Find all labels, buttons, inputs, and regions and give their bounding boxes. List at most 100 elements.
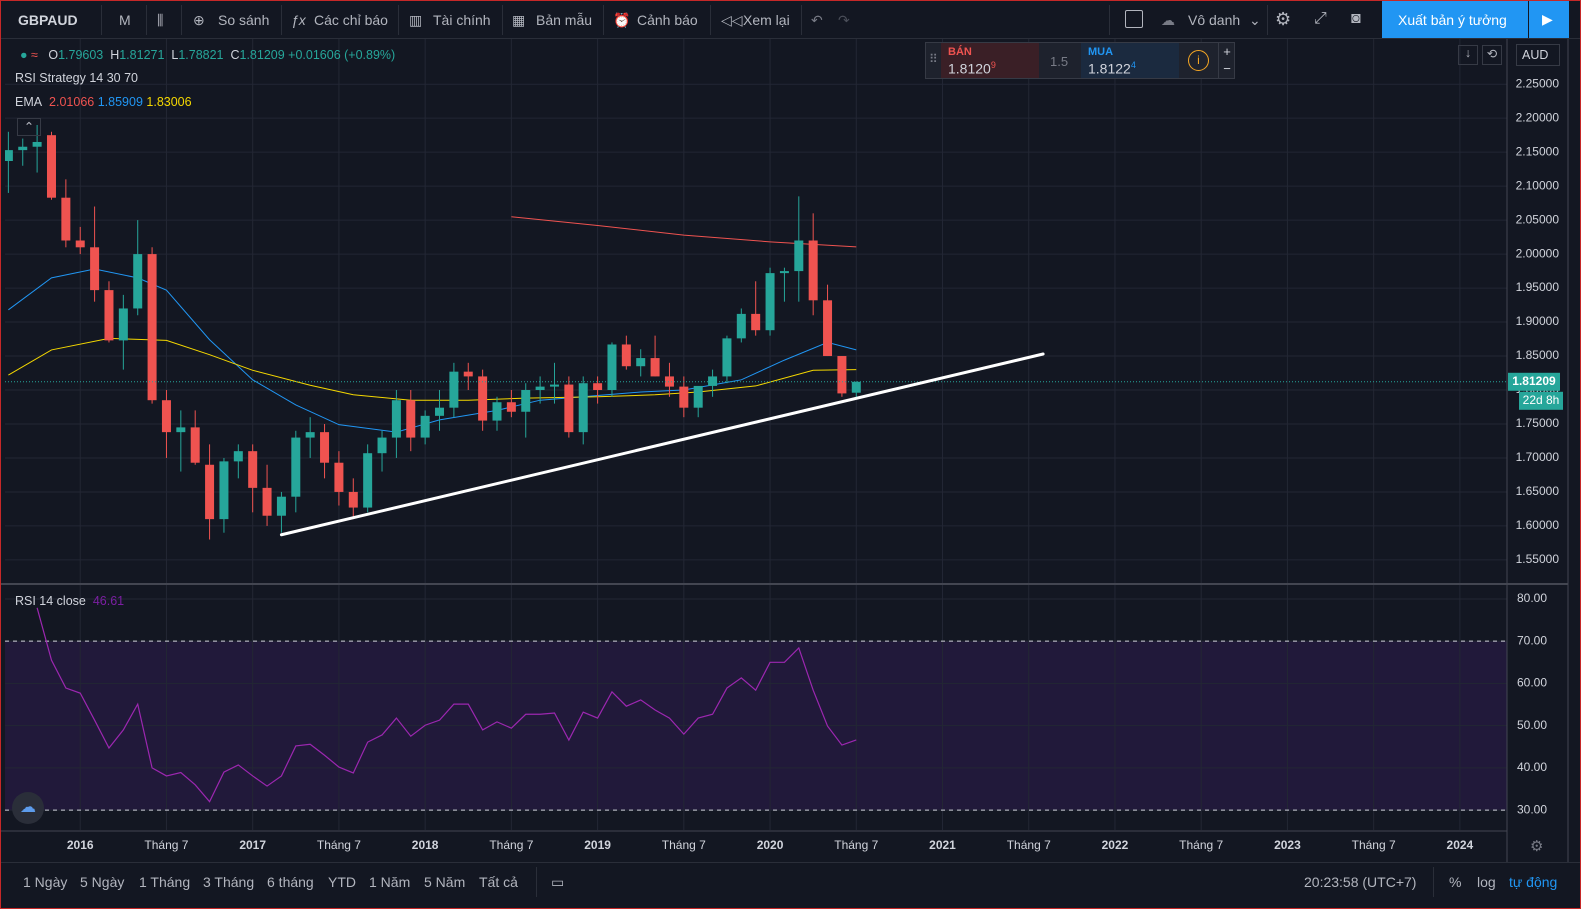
candle-body (32, 141, 42, 147)
indicator-icon[interactable]: ƒx (291, 12, 306, 28)
range[interactable]: YTD (328, 874, 356, 890)
clock: 20:23:58 (UTC+7) (1304, 874, 1417, 890)
candle-body (808, 240, 818, 301)
quantity-stepper[interactable]: + − (1218, 43, 1235, 78)
toolbar-item[interactable]: Tài chính (433, 12, 491, 28)
candle-body (406, 400, 416, 438)
candle-body (823, 300, 833, 357)
status-dot: ● (20, 48, 32, 62)
stream-button[interactable]: ▶ (1529, 1, 1569, 38)
y-tick-label: 30.00 (1517, 802, 1547, 816)
candle-body (722, 338, 732, 377)
scroll-button[interactable]: ↓ (1458, 45, 1478, 65)
range[interactable]: 1 Tháng (139, 874, 191, 890)
y-tick-label: 2.25000 (1516, 76, 1560, 90)
info-icon[interactable]: i (1188, 50, 1209, 71)
range[interactable]: 1 Năm (369, 874, 411, 890)
buy-button[interactable]: MUA 1.81224 (1081, 43, 1179, 78)
auto-toggle[interactable]: tự động (1509, 874, 1558, 890)
y-tick-label: 1.70000 (1516, 450, 1560, 464)
range[interactable]: 6 tháng (267, 874, 314, 890)
drag-handle[interactable]: ⠿ (929, 52, 938, 66)
candle-body (334, 462, 344, 492)
redo[interactable]: ↷ (838, 12, 850, 28)
range[interactable]: 3 Tháng (203, 874, 255, 890)
candle-body (435, 407, 445, 416)
toolbar-item[interactable]: Bản mẫu (536, 12, 593, 28)
toolbar-item[interactable]: Xem lại (743, 12, 790, 28)
candle-body (463, 371, 473, 377)
chart-type-icon[interactable]: ⫼ (157, 12, 164, 28)
snapshot-icon[interactable]: ◙ (1351, 10, 1361, 27)
y-tick-label: 70.00 (1517, 633, 1547, 647)
compare-icon[interactable]: ⊕ (193, 12, 205, 28)
reset-button[interactable]: ⟲ (1482, 45, 1502, 65)
alert-icon[interactable]: ⏰ (613, 12, 631, 28)
dropdown[interactable]: ⌄ (1249, 12, 1261, 28)
candle-body (765, 273, 775, 331)
logo[interactable]: ☁ (12, 792, 44, 824)
candle-body (320, 432, 330, 463)
candle-body (664, 376, 674, 387)
y-tick-label: 40.00 (1517, 760, 1547, 774)
value: 1.78821 (178, 48, 224, 62)
range[interactable]: Tất cả (479, 874, 518, 890)
candle-body (478, 376, 488, 421)
ema-legend: EMA 2.01066 1.85909 1.83006 (15, 95, 192, 109)
toolbar-item[interactable]: Các chỉ báo (314, 12, 388, 28)
percent-toggle[interactable]: % (1449, 874, 1462, 890)
label: EMA (15, 95, 43, 109)
value: 1.85909 (97, 95, 143, 109)
label: O (48, 48, 59, 62)
candle-body (535, 386, 545, 391)
range[interactable]: 5 Năm (424, 874, 466, 890)
range[interactable]: 1 Ngày (23, 874, 68, 890)
symbol[interactable]: GBPAUD (18, 12, 78, 28)
value: 1.79603 (58, 48, 104, 62)
settings-icon[interactable]: ⚙ (1275, 9, 1292, 29)
undo[interactable]: ↶ (811, 12, 823, 28)
candle-body (305, 432, 315, 438)
candle-body (75, 240, 85, 248)
currency[interactable]: AUD (1516, 44, 1560, 66)
fullscreen-icon[interactable]: ⤢ (1314, 10, 1327, 27)
y-tick-label: 2.20000 (1516, 110, 1560, 124)
range[interactable]: 5 Ngày (80, 874, 125, 890)
trade-panel: ⠿ BÁN 1.81209 1.5 MUA 1.81224 i + − (925, 42, 1235, 79)
x-tick-label: 2019 (584, 838, 611, 852)
y-tick-label: 2.10000 (1516, 178, 1560, 192)
x-tick-label: 2016 (67, 838, 94, 852)
toolbar-item[interactable]: Cảnh báo (637, 12, 698, 28)
y-tick-label: 80.00 (1517, 591, 1547, 605)
label: L (171, 48, 179, 62)
top-toolbar: GBPAUD M ⫼ ⊕ So sánh ƒx Các chỉ báo ▥ Tà… (1, 1, 1580, 39)
x-tick-label: Tháng 7 (834, 838, 878, 852)
financial-icon[interactable]: ▥ (409, 12, 423, 28)
candle-body (636, 358, 646, 367)
candle-body (564, 384, 574, 433)
y-tick-label: 1.90000 (1516, 314, 1560, 328)
toolbar-item[interactable]: So sánh (218, 12, 270, 28)
log-toggle[interactable]: log (1477, 874, 1496, 890)
y-tick-label: 2.05000 (1516, 212, 1560, 226)
candle-body (176, 427, 186, 433)
candle-body (549, 384, 559, 387)
interval[interactable]: M (119, 12, 131, 28)
trendline (279, 352, 1045, 537)
x-tick-label: 2024 (1447, 838, 1474, 852)
account[interactable]: Vô danh (1188, 12, 1241, 28)
date-range-icon[interactable]: ▭ (551, 874, 565, 890)
candle-body (593, 383, 603, 391)
replay-icon[interactable]: ◁◁ (721, 12, 743, 28)
template-icon[interactable]: ▦ (512, 12, 526, 28)
collapse-button[interactable]: ⌃ (17, 118, 41, 136)
candle-body (205, 464, 215, 520)
label: H (110, 48, 120, 62)
publish-button[interactable]: Xuất bản ý tưởng (1382, 1, 1528, 38)
candle-body (104, 290, 114, 341)
sell-button[interactable]: BÁN 1.81209 (941, 43, 1039, 78)
candle-body (262, 487, 272, 516)
y-tick-label: 1.75000 (1516, 416, 1560, 430)
layout-icon[interactable] (1125, 10, 1143, 28)
axis-settings[interactable]: ⚙ (1530, 838, 1544, 855)
